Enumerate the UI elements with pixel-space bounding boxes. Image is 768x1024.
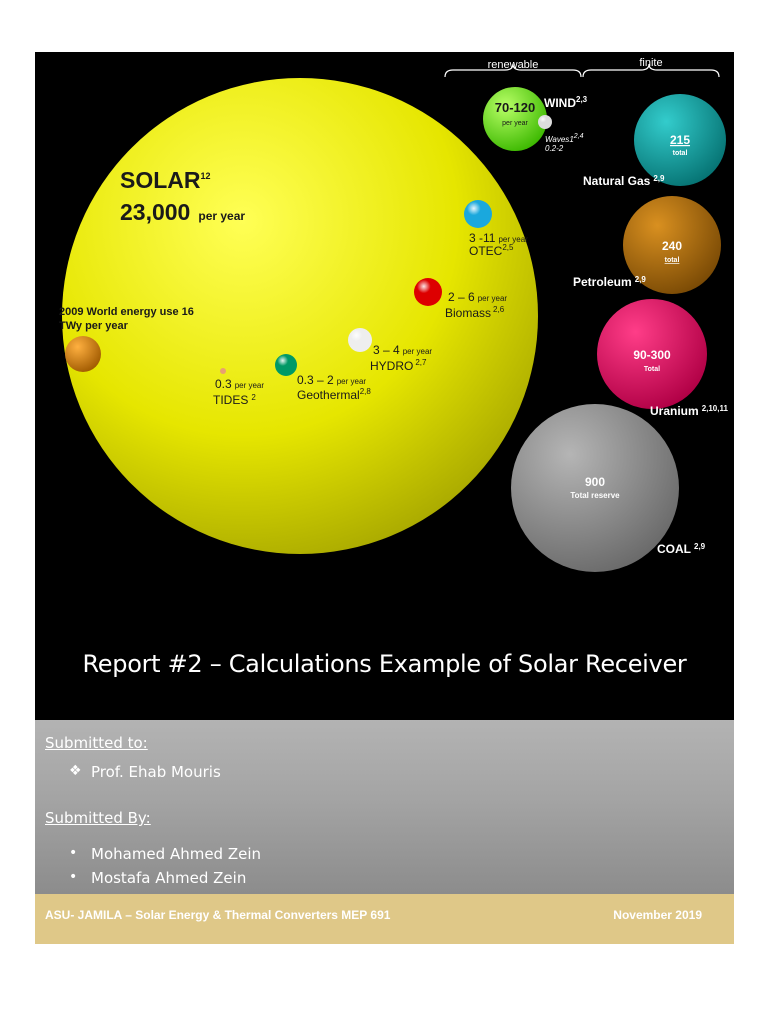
biomass-value: 2 – 6 [448,290,475,304]
waves-value: 0.2-2 [545,144,564,153]
tides-sup: 2 [251,393,256,402]
submitted-to-heading: Submitted to: [45,734,148,752]
waves-name: Waves [545,135,569,144]
solar-unit: per year [198,209,245,223]
uranium-unit: Total [644,366,660,373]
waves-sup: 2,4 [573,133,584,140]
coal-sup: 2,9 [694,542,706,551]
petroleum-sphere [623,196,721,294]
svg-text:Waves12,4: Waves12,4 [545,133,584,144]
geothermal-sup: 2,8 [360,387,372,396]
svg-text:OTEC2,5: OTEC2,5 [469,243,514,258]
geothermal-unit: per year [337,377,367,386]
tides-unit: per year [235,381,265,390]
petroleum-unit: total [665,257,680,264]
wind-sphere [483,87,547,151]
natural-gas-sphere [634,94,726,186]
petroleum-sup: 2,9 [635,275,647,284]
report-title: Report #2 – Calculations Example of Sola… [82,650,687,678]
natural-gas-value: 215 [670,133,690,147]
submission-panel: Submitted to: ❖ Prof. Ehab Mouris Submit… [35,720,734,894]
tides-sphere [220,368,226,374]
tides-name: TIDES [213,393,248,407]
wind-name: WIND [544,96,576,110]
solar-name: SOLAR [120,167,201,193]
hydro-name: HYDRO [370,359,413,373]
waves-extra: 1 [569,135,573,144]
otec-sup: 2,5 [502,243,514,252]
svg-text:Geothermal2,8: Geothermal2,8 [297,387,371,402]
tides-value: 0.3 [215,377,232,391]
otec-name: OTEC [469,244,503,258]
otec-value: 3 -11 [469,231,496,245]
finite-label: finite [639,57,662,69]
natural-gas-sup: 2,9 [653,174,665,183]
uranium-sup: 2,10,11 [702,404,729,413]
coal-name: COAL [657,542,691,556]
coal-unit: Total reserve [570,491,620,500]
coal-value: 900 [585,475,605,489]
biomass-sup: 2,6 [493,305,505,314]
svg-text:WIND2,3: WIND2,3 [544,95,588,110]
wind-unit: per year [502,120,528,127]
diamond-bullet-icon: ❖ [69,763,82,779]
hydro-value: 3 – 4 [373,343,400,357]
submitted-by-heading: Submitted By: [45,809,151,827]
hydro-sup: 2,7 [415,358,427,367]
uranium-value: 90-300 [633,348,671,362]
hydro-unit: per year [403,347,433,356]
energy-sphere-chart: renewable finite SOLAR12 23,000 per year … [59,57,728,572]
natural-gas-name: Natural Gas [583,174,651,188]
solar-sphere [62,78,538,554]
footer-date: November 2019 [613,908,702,922]
world-use-sphere [65,336,101,372]
biomass-name: Biomass [445,306,491,320]
submitted-by-name-1: Mohamed Ahmed Zein [91,845,262,863]
dot-bullet-icon: • [69,845,78,861]
geothermal-value: 0.3 – 2 [297,373,334,387]
footer-bar: ASU- JAMILA – Solar Energy & Thermal Con… [35,894,734,944]
cover-infographic: renewable finite SOLAR12 23,000 per year … [35,52,734,720]
finite-brace [582,63,720,78]
biomass-unit: per year [478,294,508,303]
dot-bullet-icon: • [69,869,78,885]
otec-unit: per year [498,235,528,244]
coal-sphere [511,404,679,572]
petroleum-value: 240 [662,239,682,253]
uranium-name: Uranium [650,404,699,418]
renewable-brace [444,63,582,78]
world-use-line1: 2009 World energy use 16 [59,306,194,318]
wind-sup: 2,3 [576,95,588,104]
svg-text:SOLAR12: SOLAR12 [120,167,211,193]
petroleum-name: Petroleum [573,275,632,289]
geothermal-name: Geothermal [297,388,360,402]
footer-course: ASU- JAMILA – Solar Energy & Thermal Con… [45,908,391,922]
submitted-to-name: Prof. Ehab Mouris [91,763,221,781]
renewable-label: renewable [488,59,539,71]
world-use-line2: TWy per year [59,320,129,332]
natural-gas-unit: total [673,150,688,157]
submitted-by-name-2: Mostafa Ahmed Zein [91,869,247,887]
wind-value: 70-120 [495,100,535,115]
uranium-sphere [597,299,707,409]
solar-sup: 12 [201,171,211,181]
solar-value: 23,000 [120,199,190,225]
